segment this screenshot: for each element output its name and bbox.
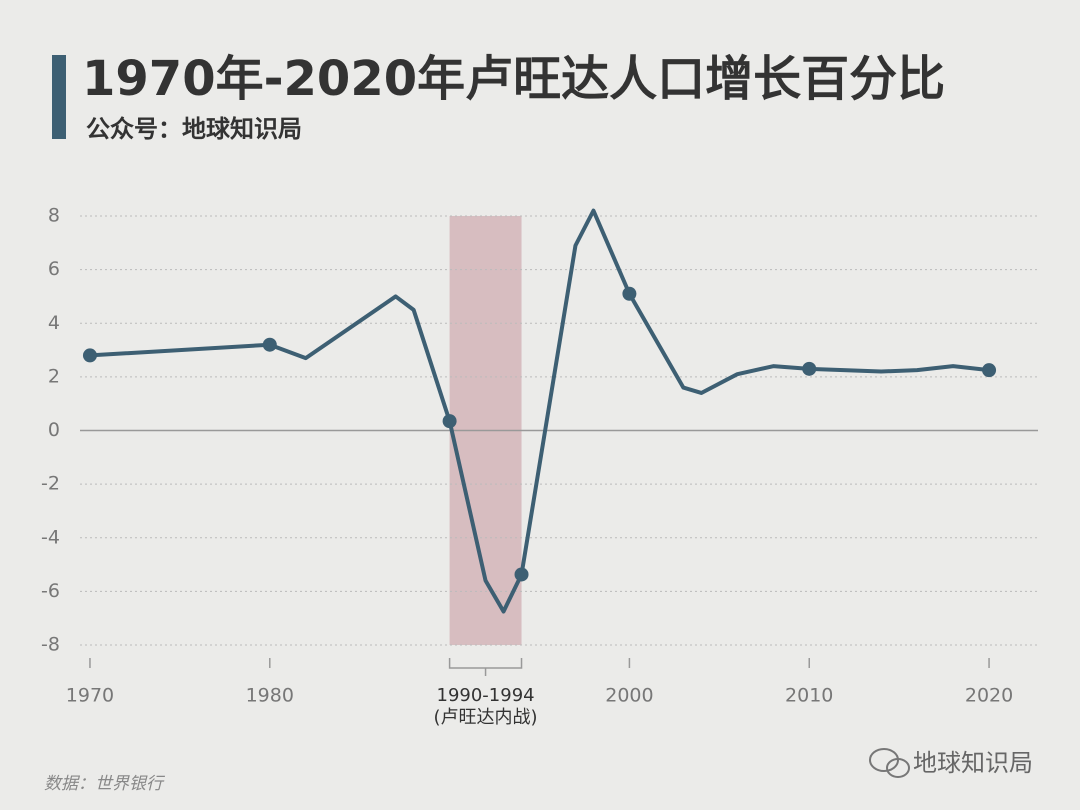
point [622, 286, 637, 301]
x-tick-label: 2000 [605, 685, 653, 707]
point [802, 361, 817, 376]
x-tick-label: 1970 [66, 685, 114, 707]
y-tick-label: -6 [41, 580, 60, 602]
y-tick-label: -8 [41, 634, 60, 656]
x-tick-label: 2010 [785, 685, 833, 707]
shade-note: (卢旺达内战) [434, 707, 538, 728]
y-tick-label: 8 [48, 205, 60, 227]
source: 数据：世界银行 [44, 774, 166, 794]
y-tick-label: 4 [48, 312, 60, 334]
subtitle: 公众号：地球知识局 [86, 115, 302, 143]
title-bar [52, 55, 66, 139]
point [82, 348, 97, 363]
chart-title: 1970年-2020年卢旺达人口增长百分比 [82, 51, 945, 107]
y-tick-label: -4 [41, 526, 60, 548]
line [89, 208, 990, 614]
y-tick-label: 2 [48, 365, 60, 387]
y-tick-label: -2 [41, 473, 60, 495]
brand: 地球知识局 [913, 749, 1033, 777]
point [514, 567, 529, 582]
y-tick-label: 6 [48, 258, 60, 280]
shade-label: 1990-1994 [437, 685, 535, 706]
plot: -8 -6 -4 -2 0 2 4 6 8 1970 1980 2000 2010 2020 1990-19… [41, 205, 1038, 728]
brand-icon [869, 748, 910, 778]
x-tick-label: 1980 [246, 685, 294, 707]
x-tick-label: 2020 [965, 685, 1013, 707]
point [442, 414, 457, 429]
point [262, 337, 277, 352]
point [982, 363, 997, 378]
y-tick-label: 0 [48, 419, 60, 441]
shade-bracket [448, 658, 523, 676]
